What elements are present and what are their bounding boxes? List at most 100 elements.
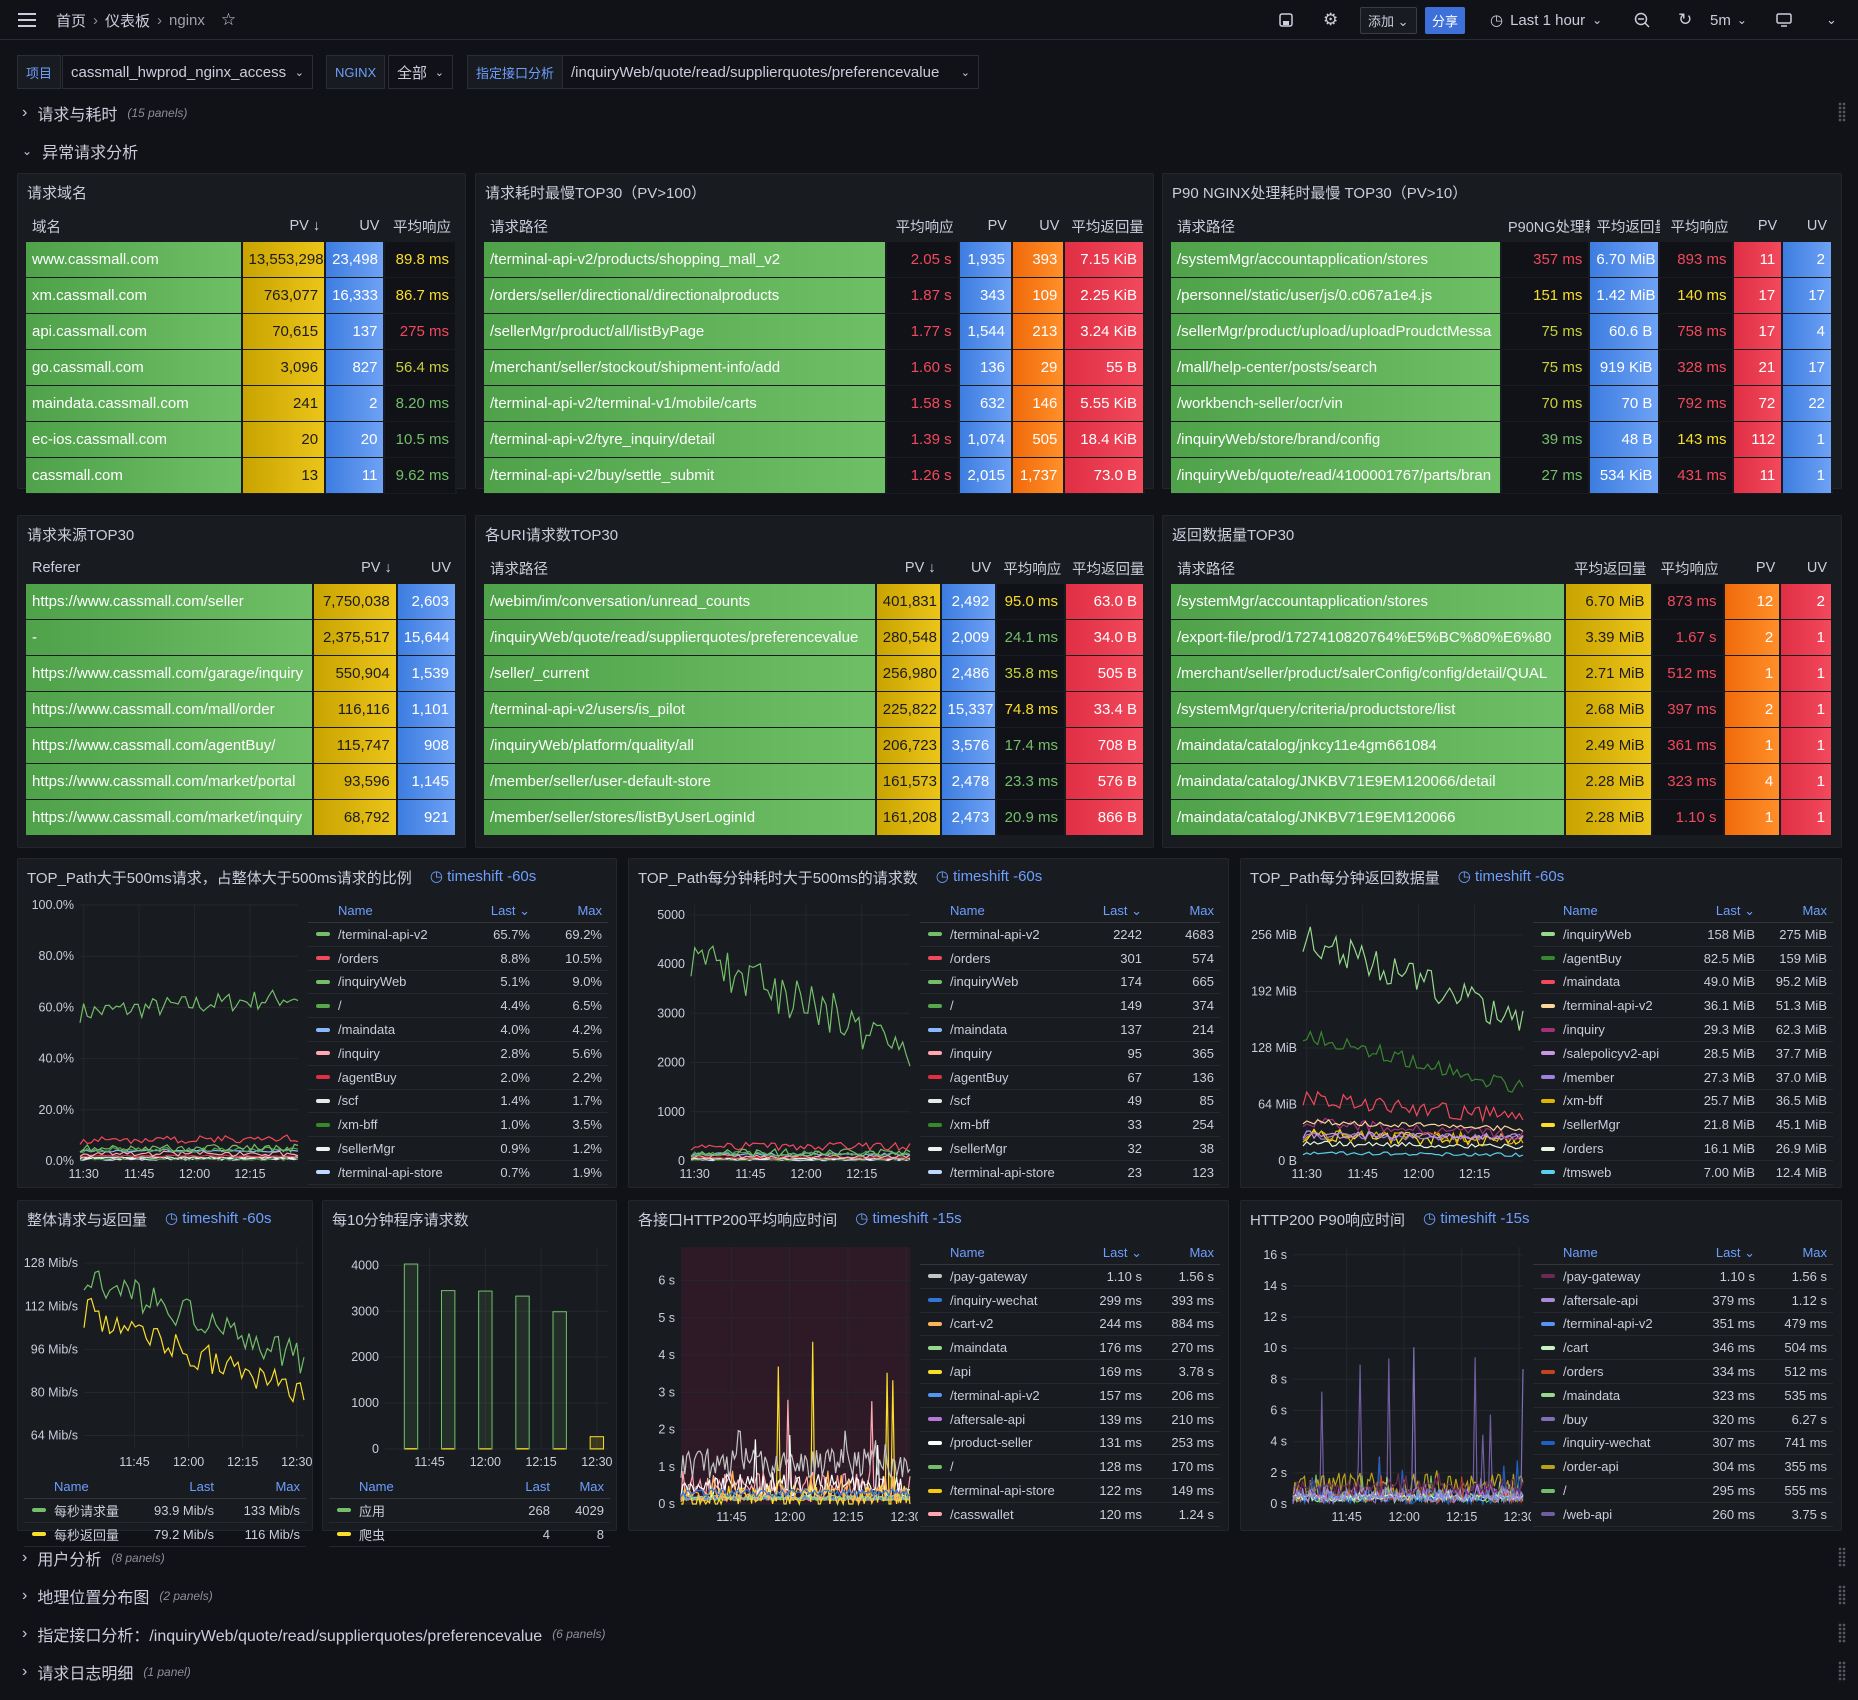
variable-api-select[interactable]: /inquiryWeb/quote/read/supplierquotes/pr… <box>562 55 979 89</box>
legend-item[interactable]: /inquiryWeb 158 MiB 275 MiB <box>1533 923 1833 947</box>
legend-header-last[interactable]: Last ⌄ <box>1715 1244 1755 1260</box>
row-request-logs[interactable]: › 请求日志明细 (1 panel) <box>22 1660 191 1684</box>
legend-header-last[interactable]: Last ⌄ <box>1715 902 1755 918</box>
refresh-icon[interactable]: ↻ <box>1678 10 1693 29</box>
row-user-analysis[interactable]: › 用户分析 (8 panels) <box>22 1546 165 1570</box>
chart-plot[interactable]: 0.0% 20.0% 40.0% 60.0% 80.0% 100.0% 11:30 11:45… <box>18 897 306 1185</box>
row-label-cell[interactable]: /maindata/catalog/jnkcy11e4gm661084 <box>1171 728 1567 764</box>
column-header[interactable]: 平均返回量 <box>1574 561 1647 578</box>
breadcrumb-dashboards[interactable]: 仪表板 <box>105 12 151 30</box>
legend-item[interactable]: /pay-gateway 1.10 s 1.56 s <box>1533 1265 1833 1289</box>
row-label-cell[interactable]: /workbench-seller/ocr/vin <box>1171 386 1502 422</box>
chart-plot[interactable]: 0 B 64 MiB 128 MiB 192 MiB 256 MiB 11:30 11:45… <box>1241 897 1531 1185</box>
row-label-cell[interactable]: xm.cassmall.com <box>26 278 243 314</box>
legend-item[interactable]: /maindata 323 ms 535 ms <box>1533 1384 1833 1408</box>
row-label-cell[interactable]: /systemMgr/query/criteria/productstore/l… <box>1171 692 1567 728</box>
legend-item[interactable]: /orders 301 574 <box>920 947 1220 971</box>
legend-header-last[interactable]: Last ⌄ <box>1102 902 1142 918</box>
chart-plot[interactable]: 0 s 2 s 4 s 6 s 8 s 10 s 12 s 14 s 16 s 11:45 12:0… <box>1241 1239 1535 1528</box>
row-label-cell[interactable]: /maindata/catalog/JNKBV71E9EM120066 <box>1171 800 1567 836</box>
row-label-cell[interactable]: /seller/_current <box>484 656 877 692</box>
row-label-cell[interactable]: /mall/help-center/posts/search <box>1171 350 1502 386</box>
save-icon[interactable] <box>1278 0 1294 40</box>
legend-item[interactable]: /terminal-api-store 23 123 <box>920 1161 1220 1185</box>
bar[interactable] <box>589 1436 605 1450</box>
legend-item[interactable]: /orders 8.8% 10.5% <box>308 947 608 971</box>
column-header[interactable]: UV <box>1806 560 1827 576</box>
variable-nginx-select[interactable]: 全部 ⌄ <box>388 55 453 89</box>
legend-header-max[interactable]: Max <box>1189 903 1214 918</box>
legend-item[interactable]: /casswallet 120 ms 1.24 s <box>920 1503 1220 1527</box>
share-button[interactable]: 分享 <box>1425 6 1466 34</box>
collapse-chevron-icon[interactable]: ⌄ <box>1826 12 1837 27</box>
legend-item[interactable]: /scf 49 85 <box>920 1090 1220 1114</box>
legend-item[interactable]: /agentBuy 67 136 <box>920 1066 1220 1090</box>
legend-item[interactable]: /inquiryWeb 5.1% 9.0% <box>308 971 608 995</box>
row-label-cell[interactable]: /member/seller/stores/listByUserLoginId <box>484 800 877 836</box>
legend-item[interactable]: /buy 320 ms 6.27 s <box>1533 1408 1833 1432</box>
column-header[interactable]: 平均返回量 <box>1072 561 1145 578</box>
legend-header-name[interactable]: Name <box>54 1479 89 1494</box>
legend-item[interactable]: 应用 268 4029 <box>329 1499 610 1523</box>
row-drag-handle[interactable] <box>1838 1585 1846 1605</box>
legend-item[interactable]: /agentBuy 82.5 MiB 159 MiB <box>1533 947 1833 971</box>
legend-header-max[interactable]: Max <box>1189 1245 1214 1260</box>
column-header[interactable]: 平均响应 <box>1660 561 1719 578</box>
legend-item[interactable]: /maindata 137 214 <box>920 1018 1220 1042</box>
zoom-out-icon[interactable] <box>1634 0 1650 40</box>
settings-gear-icon[interactable]: ⚙ <box>1323 10 1339 29</box>
column-header[interactable]: 平均响应 <box>895 219 954 236</box>
legend-item[interactable]: 每秒请求量 93.9 Mib/s 133 Mib/s <box>24 1499 306 1523</box>
legend-item[interactable]: /xm-bff 25.7 MiB 36.5 MiB <box>1533 1090 1833 1114</box>
legend-item[interactable]: /orders 334 ms 512 ms <box>1533 1360 1833 1384</box>
legend-item[interactable]: /terminal-api-v2 351 ms 479 ms <box>1533 1313 1833 1337</box>
legend-header-name[interactable]: Name <box>950 903 985 918</box>
legend-item[interactable]: /xm-bff 33 254 <box>920 1113 1220 1138</box>
column-header[interactable]: 请求路径 <box>490 219 548 236</box>
legend-item[interactable]: /terminal-api-v2 2242 4683 <box>920 923 1220 947</box>
legend-header-name[interactable]: Name <box>359 1479 394 1494</box>
legend-item[interactable]: 爬虫 4 8 <box>329 1523 610 1547</box>
row-label-cell[interactable]: /systemMgr/accountapplication/stores <box>1171 584 1567 620</box>
row-label-cell[interactable]: /personnel/static/user/js/0.c067a1e4.js <box>1171 278 1502 314</box>
row-drag-handle[interactable] <box>1838 102 1846 122</box>
column-header[interactable]: 请求路径 <box>1177 219 1235 236</box>
legend-item[interactable]: /xm-bff 1.0% 3.5% <box>308 1113 608 1138</box>
legend-item[interactable]: /maindata 49.0 MiB 95.2 MiB <box>1533 971 1833 995</box>
column-header[interactable]: 请求路径 <box>1177 561 1235 578</box>
legend-item[interactable]: /api 169 ms 3.78 s <box>920 1360 1220 1384</box>
row-label-cell[interactable]: /inquiryWeb/quote/read/4100001767/parts/… <box>1171 458 1502 494</box>
legend-header-max[interactable]: Max <box>579 1479 604 1494</box>
refresh-interval-picker[interactable]: 5m ⌄ <box>1710 11 1747 29</box>
column-header[interactable]: PV <box>987 218 1007 234</box>
row-label-cell[interactable]: /terminal-api-v2/buy/settle_submit <box>484 458 888 494</box>
bar[interactable] <box>478 1290 493 1450</box>
row-label-cell[interactable]: https://www.cassmall.com/market/portal <box>26 764 315 800</box>
legend-header-last[interactable]: Last ⌄ <box>490 902 530 918</box>
legend-item[interactable]: / 128 ms 170 ms <box>920 1455 1220 1480</box>
row-label-cell[interactable]: /terminal-api-v2/products/shopping_mall_… <box>484 242 888 278</box>
legend-header-last[interactable]: Last <box>189 1479 214 1494</box>
legend-item[interactable]: /pay-gateway 1.10 s 1.56 s <box>920 1265 1220 1289</box>
column-header[interactable]: 平均返回量 <box>1596 219 1660 236</box>
row-label-cell[interactable]: /systemMgr/accountapplication/stores <box>1171 242 1502 278</box>
star-icon[interactable]: ☆ <box>220 10 237 29</box>
legend-item[interactable]: 每秒返回量 79.2 Mib/s 116 Mib/s <box>24 1523 306 1547</box>
row-requests-latency[interactable]: › 请求与耗时 (15 panels) <box>22 101 187 125</box>
column-header[interactable]: UV <box>971 560 992 576</box>
add-button[interactable]: 添加 ⌄ <box>1360 6 1417 34</box>
row-label-cell[interactable]: /maindata/catalog/JNKBV71E9EM120066/deta… <box>1171 764 1567 800</box>
legend-item[interactable]: /aftersale-api 379 ms 1.12 s <box>1533 1289 1833 1313</box>
legend-header-max[interactable]: Max <box>1802 903 1827 918</box>
legend-item[interactable]: /scf 1.4% 1.7% <box>308 1090 608 1114</box>
legend-item[interactable]: /sellerMgr 32 38 <box>920 1137 1220 1161</box>
column-header[interactable]: 平均响应 <box>1670 219 1729 236</box>
row-label-cell[interactable]: /webim/im/conversation/unread_counts <box>484 584 877 620</box>
legend-item[interactable]: /terminal-api-v2 36.1 MiB 51.3 MiB <box>1533 994 1833 1019</box>
time-picker[interactable]: ◷ Last 1 hour ⌄ <box>1490 11 1603 30</box>
row-label-cell[interactable]: ec-ios.cassmall.com <box>26 422 243 458</box>
row-label-cell[interactable]: - <box>26 620 315 656</box>
legend-item[interactable]: /inquiry 95 365 <box>920 1042 1220 1066</box>
variable-project-select[interactable]: cassmall_hwprod_nginx_access ⌄ <box>62 55 313 89</box>
row-label-cell[interactable]: /terminal-api-v2/terminal-v1/mobile/cart… <box>484 386 888 422</box>
